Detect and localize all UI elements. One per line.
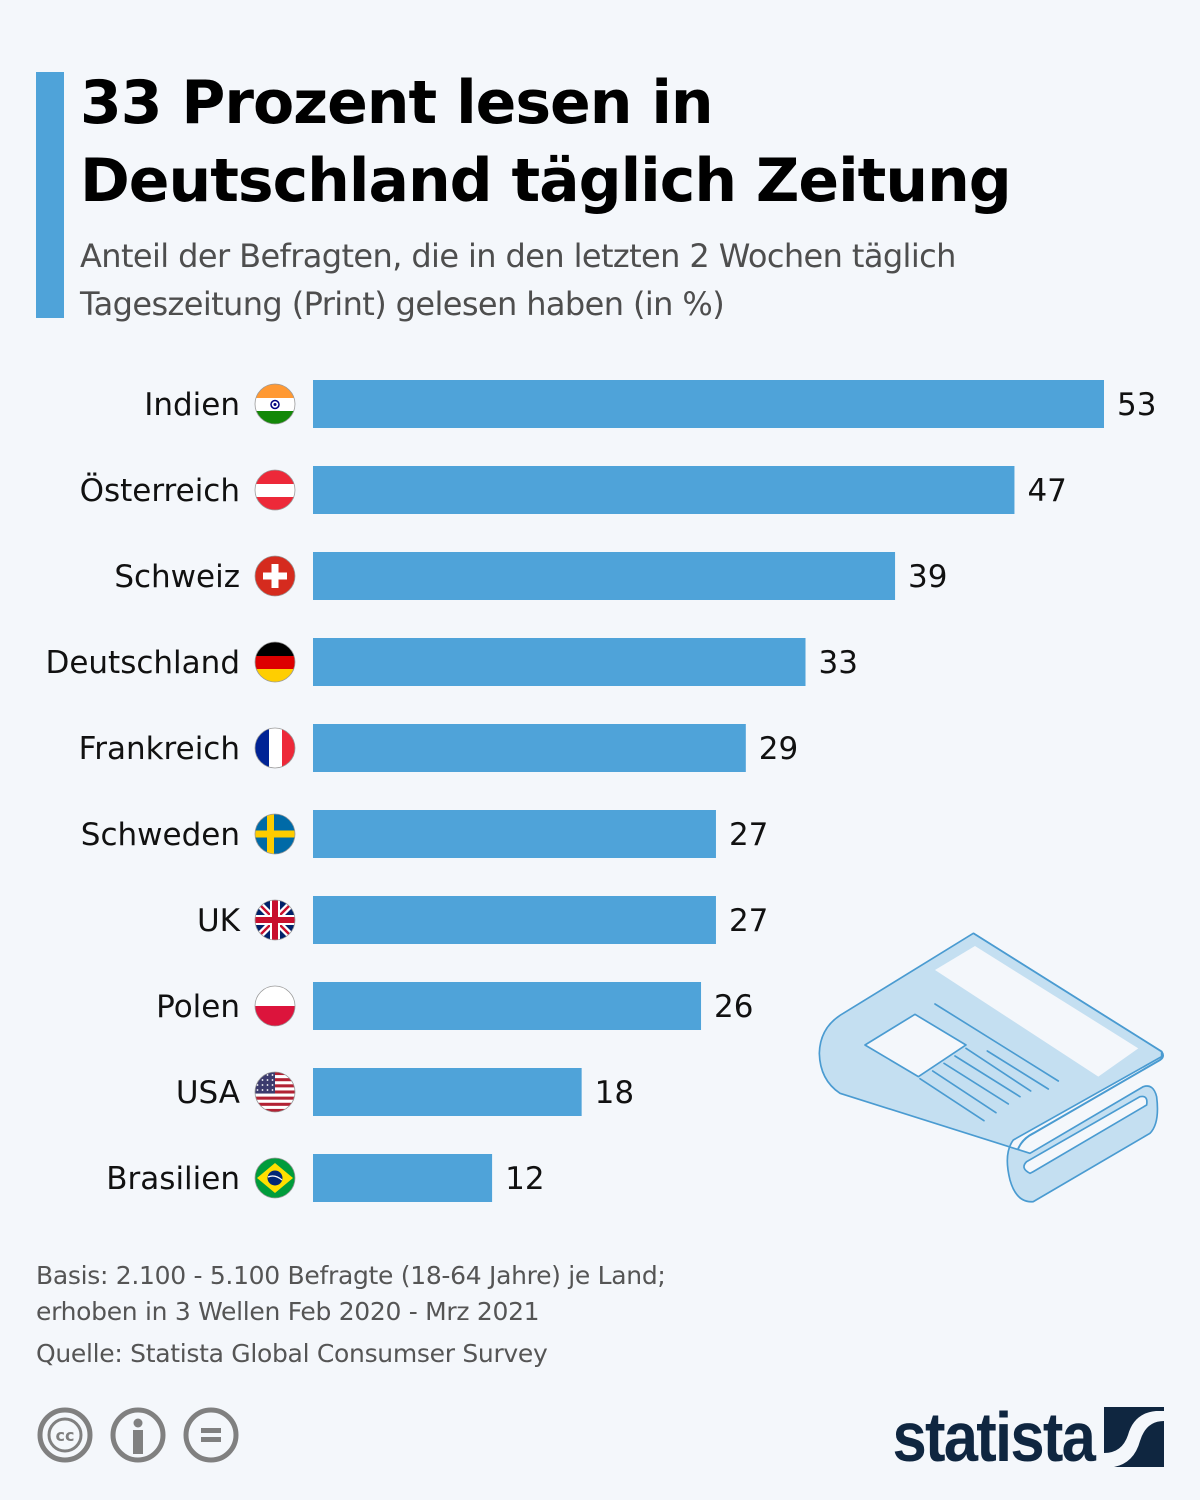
switzerland-flag-icon (254, 555, 296, 597)
bar-row: Österreich 47 (80, 466, 1067, 514)
chart-title: 33 Prozent lesen in Deutschland täglich … (80, 64, 1180, 220)
basis-line-2: erhoben in 3 Wellen Feb 2020 - Mrz 2021 (36, 1297, 540, 1326)
bar-row: Schweden 27 (81, 810, 768, 858)
chart-footnote: Basis: 2.100 - 5.100 Befragte (18-64 Jah… (36, 1258, 836, 1372)
category-label: Österreich (80, 472, 240, 509)
title-accent-bar (36, 72, 64, 318)
category-label: UK (197, 903, 241, 939)
category-label: Schweiz (114, 559, 240, 595)
usa-flag-icon (254, 1071, 296, 1113)
basis-line-1: Basis: 2.100 - 5.100 Befragte (18-64 Jah… (36, 1261, 666, 1290)
bar-row: Polen 26 (156, 982, 753, 1030)
attribution-icon[interactable] (109, 1406, 167, 1464)
value-label: 53 (1117, 387, 1156, 423)
bar (313, 638, 806, 686)
value-label: 33 (819, 645, 858, 681)
germany-flag-icon (254, 641, 296, 683)
subtitle-line-1: Anteil der Befragten, die in den letzten… (80, 237, 956, 275)
bar-row: Frankreich 29 (79, 724, 798, 772)
value-label: 18 (595, 1075, 634, 1111)
statista-logo[interactable]: statista (865, 1402, 1164, 1472)
value-label: 12 (505, 1161, 544, 1197)
bar-row: Schweiz 39 (114, 552, 948, 600)
poland-flag-icon (254, 985, 296, 1027)
title-line-1: 33 Prozent lesen in (80, 68, 714, 138)
category-label: Polen (156, 989, 240, 1025)
brand-name: statista (892, 1398, 1095, 1476)
value-label: 47 (1027, 473, 1066, 509)
austria-flag-icon (254, 469, 296, 511)
brazil-flag-icon (254, 1157, 296, 1199)
bar-row: UK 27 (197, 896, 768, 944)
category-label: Schweden (81, 817, 240, 853)
category-label: Brasilien (106, 1161, 240, 1197)
uk-flag-icon (254, 899, 296, 941)
bar (313, 1154, 493, 1202)
bar-row: USA 18 (176, 1068, 634, 1116)
value-label: 39 (908, 559, 947, 595)
bar-row: Indien 53 (144, 380, 1156, 428)
category-label: Frankreich (79, 731, 240, 767)
bar (313, 1068, 582, 1116)
value-label: 27 (729, 903, 768, 939)
bar (313, 896, 716, 944)
creative-commons-icon[interactable]: cc (36, 1406, 94, 1464)
bar-chart: Indien 53 Österreich 47 Schweiz 39 Deutschland… (45, 380, 1164, 1203)
subtitle-line-2: Tageszeitung (Print) gelesen haben (in %… (80, 285, 725, 323)
bar (313, 466, 1015, 514)
bar (313, 380, 1104, 428)
category-label: Indien (144, 387, 240, 423)
value-label: 26 (714, 989, 753, 1025)
france-flag-icon (254, 727, 296, 769)
bar-row: Brasilien 12 (106, 1154, 545, 1202)
value-label: 29 (759, 731, 798, 767)
no-derivatives-icon[interactable] (182, 1406, 240, 1464)
sweden-flag-icon (254, 813, 296, 855)
bar (313, 982, 702, 1030)
category-label: Deutschland (45, 645, 240, 681)
chart-subtitle: Anteil der Befragten, die in den letzten… (80, 232, 1180, 328)
category-label: USA (176, 1075, 240, 1111)
svg-text:cc: cc (56, 1426, 75, 1445)
value-label: 27 (729, 817, 768, 853)
license-icons: cc (36, 1406, 240, 1464)
source-note: Quelle: Statista Global Consumser Survey (36, 1339, 548, 1368)
bar (313, 552, 896, 600)
statista-logo-icon (1104, 1407, 1164, 1467)
bar-row: Deutschland 33 (45, 638, 858, 686)
newspaper-illustration-icon (818, 932, 1164, 1203)
bar (313, 724, 746, 772)
chart-rows: Indien 53 Österreich 47 Schweiz 39 Deutschland… (45, 380, 1156, 1202)
bar (313, 810, 716, 858)
india-flag-icon (254, 383, 296, 425)
title-line-2: Deutschland täglich Zeitung (80, 146, 1012, 216)
